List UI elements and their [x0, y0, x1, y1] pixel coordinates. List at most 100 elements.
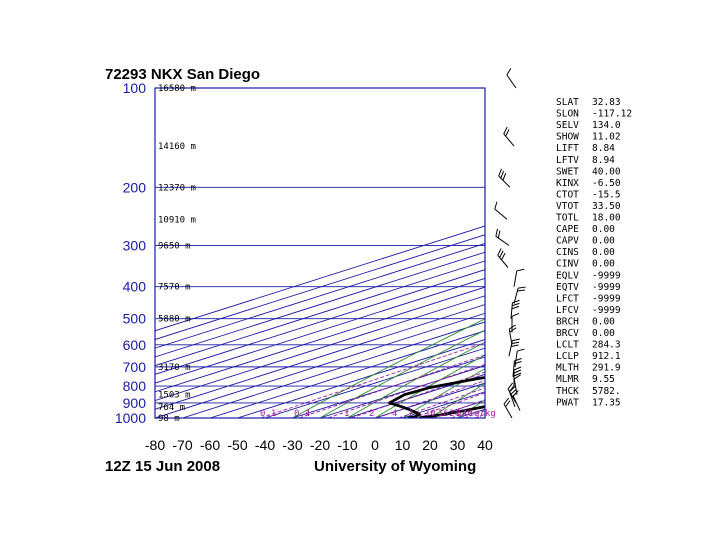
index-key: EQLV — [556, 270, 579, 281]
index-value: -15.5 — [592, 189, 621, 200]
wind-barb — [513, 286, 526, 304]
temperature-tick-label: -80 — [145, 437, 165, 453]
temperature-tick-label: -50 — [227, 437, 247, 453]
index-key: THCK — [556, 386, 579, 397]
index-value: 8.84 — [592, 143, 615, 154]
index-value: 0.00 — [592, 328, 615, 339]
index-key: CTOT — [556, 189, 579, 200]
isotherm-line — [155, 286, 485, 393]
mixing-ratio-line — [327, 363, 485, 418]
index-value: 5782. — [592, 386, 621, 397]
mixing-ratio-label: 0.1 — [260, 409, 276, 419]
wind-barb — [513, 268, 525, 287]
dry-adiabat-line — [429, 383, 485, 418]
wind-barb — [513, 374, 521, 395]
index-value: 8.94 — [592, 155, 615, 166]
wind-barb — [497, 248, 509, 268]
index-key: LCLT — [556, 340, 579, 351]
index-value: -117.12 — [592, 109, 632, 120]
index-key: LIFT — [556, 143, 579, 154]
pressure-tick-label: 400 — [123, 279, 147, 295]
mixing-ratio-label: 1 — [344, 409, 349, 419]
index-value: 0.00 — [592, 259, 615, 270]
index-key: LFCV — [556, 305, 579, 316]
pressure-tick-label: 900 — [123, 395, 147, 411]
isotherm-line — [347, 373, 485, 418]
pressure-tick-label: 700 — [123, 359, 147, 375]
index-key: TOTL — [556, 213, 579, 224]
height-label: 7570 m — [158, 283, 191, 293]
index-value: 40.00 — [592, 166, 621, 177]
pressure-tick-label: 500 — [123, 311, 147, 327]
chart-title: 72293 NKX San Diego — [105, 66, 260, 83]
index-value: 0.00 — [592, 316, 615, 327]
pressure-tick-label: 200 — [123, 179, 147, 195]
wind-barb — [503, 126, 515, 147]
index-value: 0.00 — [592, 236, 615, 247]
wind-barb — [510, 299, 520, 319]
isotherm-line — [155, 269, 485, 375]
dry-adiabat-line — [457, 399, 485, 418]
index-key: CINS — [556, 247, 579, 258]
isotherm-line — [264, 347, 485, 418]
wind-barb — [498, 168, 511, 188]
temperature-tick-label: -60 — [200, 437, 220, 453]
index-value: 284.3 — [592, 340, 621, 351]
index-key: KINX — [556, 178, 579, 189]
mixing-ratio-line — [299, 354, 485, 418]
index-value: 0.00 — [592, 247, 615, 258]
isotherm-line — [155, 295, 485, 402]
pressure-tick-label: 600 — [123, 337, 147, 353]
mixing-ratio-label: 2 — [369, 409, 374, 419]
height-label: 10910 m — [158, 215, 196, 225]
wind-barb — [506, 68, 517, 89]
index-key: CAPE — [556, 224, 579, 235]
mixing-ratio-label: 24 — [449, 409, 460, 419]
mixing-ratio-label: 16 — [438, 409, 449, 419]
mixing-ratio-label: 7 — [408, 409, 413, 419]
index-key: LCLP — [556, 351, 579, 362]
index-value: 9.55 — [592, 374, 615, 385]
temperature-tick-label: 0 — [371, 437, 379, 453]
isotherm-line — [319, 365, 485, 418]
dry-adiabat-line — [650, 88, 720, 418]
index-key: SWET — [556, 166, 579, 177]
wind-barb — [513, 366, 522, 386]
isotherm-line — [155, 260, 485, 367]
index-key: MLMR — [556, 374, 579, 385]
dry-adiabat-line — [319, 329, 485, 418]
index-value: -9999 — [592, 305, 621, 316]
wind-barb — [511, 312, 520, 333]
dry-adiabat-line — [623, 88, 720, 418]
plot-frame — [154, 87, 486, 419]
temperature-tick-label: -10 — [337, 437, 357, 453]
temperature-tick-label: -20 — [310, 437, 330, 453]
pressure-tick-label: 1000 — [115, 410, 146, 426]
temperature-tick-label: 10 — [395, 437, 411, 453]
height-label: 9650 m — [158, 241, 191, 251]
index-key: SLAT — [556, 97, 579, 108]
dry-adiabat-line — [292, 318, 485, 418]
index-value: -6.50 — [592, 178, 621, 189]
height-label: 3170 m — [158, 363, 191, 373]
wind-barb — [503, 397, 513, 419]
dry-adiabat-line — [705, 88, 720, 418]
temperature-tick-label: -40 — [255, 437, 275, 453]
index-value: -9999 — [592, 282, 621, 293]
isotherm-line — [237, 338, 485, 418]
temperature-tick-label: 30 — [450, 437, 466, 453]
index-value: 134.0 — [592, 120, 621, 131]
pressure-tick-label: 800 — [123, 378, 147, 394]
height-label: 16580 m — [158, 84, 196, 94]
height-label: 14160 m — [158, 142, 196, 152]
index-value: 32.83 — [592, 97, 621, 108]
index-value: 18.00 — [592, 213, 621, 224]
height-label: 764 m — [158, 403, 185, 413]
dry-adiabat-line — [402, 368, 485, 418]
isotherm-line — [182, 321, 485, 418]
mixing-ratio-label: 4 — [392, 409, 397, 419]
index-key: VTOT — [556, 201, 579, 212]
index-key: EQTV — [556, 282, 579, 293]
index-key: PWAT — [556, 397, 579, 408]
index-key: BRCH — [556, 316, 579, 327]
